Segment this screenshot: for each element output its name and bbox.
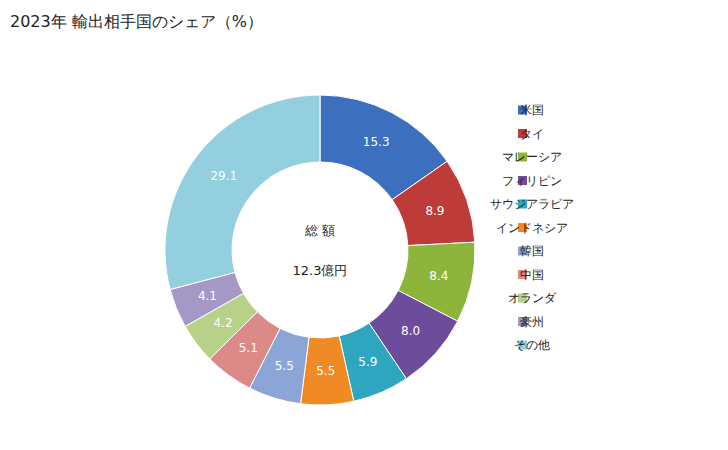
svg-text:総 額: 総 額 bbox=[304, 223, 335, 238]
svg-text:8.0: 8.0 bbox=[401, 324, 420, 338]
svg-text:サウジアラビア: サウジアラビア bbox=[490, 197, 574, 211]
svg-text:4.2: 4.2 bbox=[214, 316, 233, 330]
svg-text:8.9: 8.9 bbox=[425, 204, 444, 218]
svg-text:タイ: タイ bbox=[520, 127, 544, 141]
svg-text:豪州: 豪州 bbox=[520, 315, 544, 329]
svg-text:マレーシア: マレーシア bbox=[502, 150, 562, 164]
svg-text:5.1: 5.1 bbox=[239, 341, 258, 355]
svg-text:8.4: 8.4 bbox=[429, 269, 448, 283]
svg-text:フィリピン: フィリピン bbox=[502, 174, 562, 188]
svg-text:5.5: 5.5 bbox=[316, 364, 335, 378]
svg-text:29.1: 29.1 bbox=[210, 169, 237, 183]
svg-text:5.9: 5.9 bbox=[358, 355, 377, 369]
svg-text:5.5: 5.5 bbox=[275, 359, 294, 373]
svg-text:その他: その他 bbox=[514, 338, 550, 352]
svg-text:中国: 中国 bbox=[520, 268, 544, 282]
html-text:2023年 輸出相手国のシェア（%）: 2023年 輸出相手国のシェア（%） bbox=[10, 12, 263, 31]
svg-text:4.1: 4.1 bbox=[198, 289, 217, 303]
svg-text:米国: 米国 bbox=[520, 103, 544, 117]
svg-text:韓国: 韓国 bbox=[520, 244, 544, 258]
svg-text:15.3: 15.3 bbox=[363, 135, 390, 149]
svg-text:インドネシア: インドネシア bbox=[496, 221, 568, 235]
svg-text:12.3億円: 12.3億円 bbox=[293, 263, 348, 278]
svg-text:オランダ: オランダ bbox=[508, 291, 557, 305]
